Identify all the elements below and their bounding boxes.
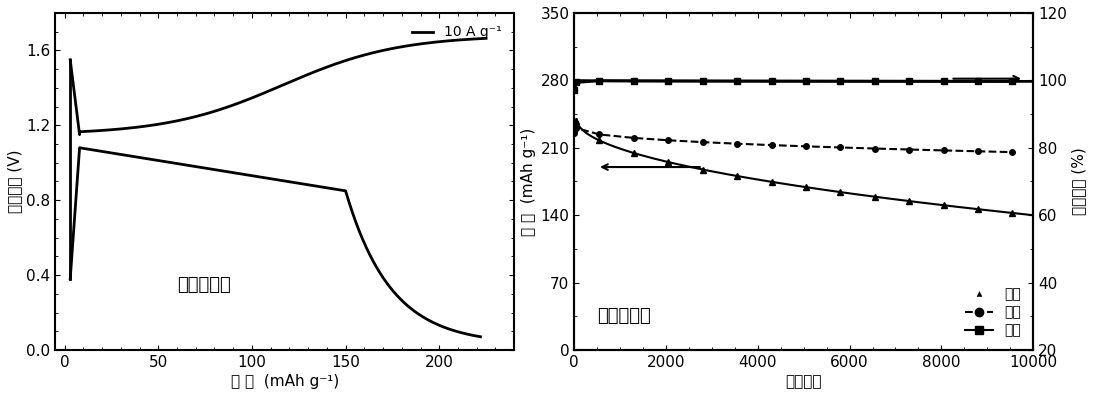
Y-axis label: 库仑效率 (%): 库仑效率 (%) — [1071, 148, 1086, 215]
X-axis label: 容 量  (mAh g⁻¹): 容 量 (mAh g⁻¹) — [231, 374, 339, 389]
Text: 充放电曲线: 充放电曲线 — [177, 276, 231, 294]
Legend: 充电, 放电, 效率: 充电, 放电, 效率 — [960, 282, 1026, 343]
Legend: 10 A g⁻¹: 10 A g⁻¹ — [407, 20, 507, 45]
Y-axis label: 容 量  (mAh g⁻¹): 容 量 (mAh g⁻¹) — [521, 128, 537, 236]
Y-axis label: 电池电压 (V): 电池电压 (V) — [7, 150, 22, 213]
Text: 循环寿命图: 循环寿命图 — [597, 307, 650, 325]
X-axis label: 循环圈数: 循环圈数 — [786, 374, 822, 389]
